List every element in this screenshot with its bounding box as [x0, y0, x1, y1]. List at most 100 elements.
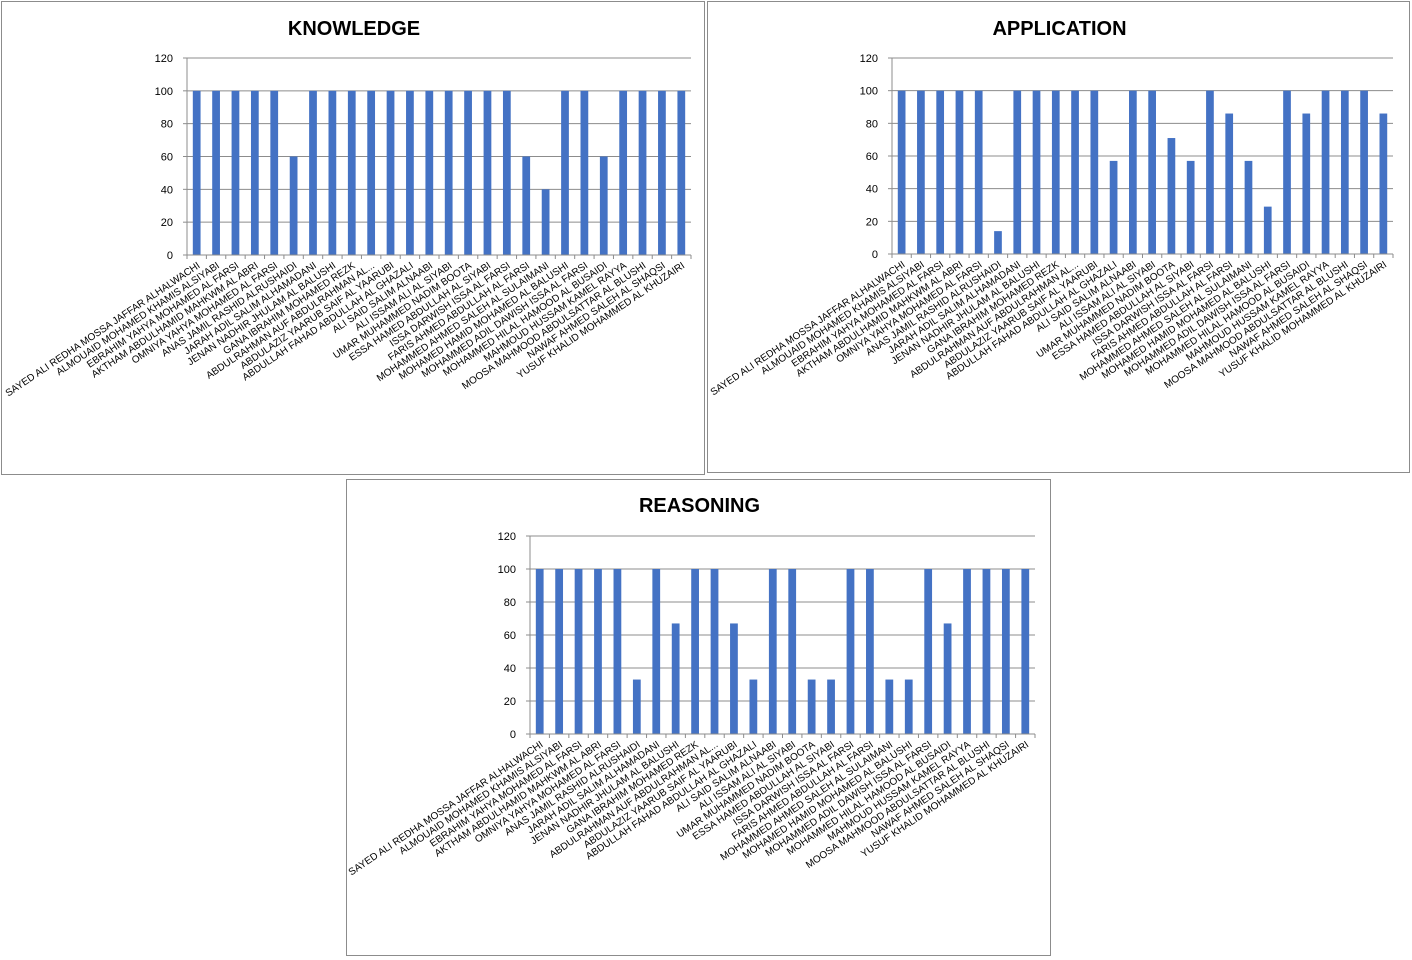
- chart-title: REASONING: [639, 495, 760, 517]
- bar: [580, 90, 589, 255]
- bar: [270, 90, 279, 255]
- bar: [1263, 206, 1272, 254]
- bar: [1071, 90, 1079, 255]
- bar: [768, 569, 777, 734]
- bar: [677, 90, 686, 255]
- bar: [710, 569, 719, 734]
- y-tick-label: 100: [155, 86, 173, 98]
- bar: [1109, 160, 1118, 254]
- bar: [1148, 90, 1156, 255]
- bar: [561, 90, 569, 255]
- bar: [866, 569, 874, 734]
- y-tick-label: 100: [860, 86, 878, 98]
- bar: [1206, 90, 1214, 255]
- bar: [897, 90, 906, 255]
- bar: [943, 623, 952, 734]
- bar: [231, 90, 240, 255]
- bar: [955, 90, 964, 255]
- bar: [632, 679, 641, 734]
- bar: [1129, 90, 1137, 255]
- bar: [994, 231, 1002, 254]
- bar: [502, 90, 511, 255]
- bar: [594, 569, 602, 734]
- bar: [406, 90, 414, 255]
- bar: [1321, 90, 1330, 255]
- y-tick-label: 100: [498, 564, 516, 576]
- bar: [386, 90, 395, 255]
- bar: [599, 156, 608, 255]
- bar: [250, 90, 259, 255]
- bar: [936, 90, 945, 255]
- bar: [619, 90, 628, 255]
- bar: [1001, 569, 1010, 734]
- y-tick-label: 20: [161, 217, 173, 229]
- y-tick-label: 0: [510, 729, 516, 741]
- bar: [535, 569, 544, 734]
- y-tick-label: 120: [498, 531, 516, 543]
- bar: [289, 156, 298, 255]
- y-tick-label: 80: [504, 597, 516, 609]
- y-tick-label: 60: [866, 151, 878, 163]
- bar: [367, 90, 376, 255]
- bar: [982, 569, 991, 734]
- reasoning-chart-panel: REASONING 0 20 40 60 80 100 120 SAYED ALI REDHA …: [346, 479, 1051, 956]
- bar: [1283, 90, 1291, 255]
- y-tick-label: 0: [167, 250, 173, 262]
- bar: [464, 90, 472, 255]
- knowledge-chart-panel: KNOWLEDGE 0 20 40 60 80 100 120 SAYED ALI REDHA …: [1, 1, 705, 475]
- bar: [483, 90, 492, 255]
- bar: [574, 569, 583, 734]
- bar: [1090, 90, 1099, 255]
- y-tick-label: 20: [866, 216, 878, 228]
- y-tick-label: 0: [872, 249, 878, 261]
- bar: [212, 90, 220, 255]
- bar: [1021, 569, 1030, 734]
- y-tick-label: 20: [504, 696, 516, 708]
- bar: [541, 189, 550, 255]
- bar: [671, 623, 680, 734]
- chart-title: APPLICATION: [992, 18, 1126, 40]
- bar: [1051, 90, 1060, 255]
- y-tick-label: 60: [504, 630, 516, 642]
- bar: [1013, 90, 1022, 255]
- bar: [192, 90, 201, 255]
- y-tick-label: 80: [866, 118, 878, 130]
- bar: [1186, 160, 1195, 254]
- bar: [924, 569, 933, 734]
- bar: [1379, 113, 1388, 255]
- bar: [788, 569, 797, 734]
- bar: [555, 569, 564, 734]
- bar: [1302, 113, 1311, 255]
- bar: [522, 156, 531, 255]
- bar: [309, 90, 317, 255]
- bar: [658, 90, 666, 255]
- bar: [444, 90, 453, 255]
- bar: [917, 90, 925, 255]
- bar: [1244, 160, 1253, 254]
- bar: [638, 90, 647, 255]
- bar: [885, 679, 894, 734]
- bar: [613, 569, 622, 734]
- bar: [749, 679, 758, 734]
- bar: [425, 90, 434, 255]
- y-tick-label: 60: [161, 152, 173, 164]
- bar: [652, 569, 661, 734]
- bar: [827, 679, 835, 734]
- bar: [963, 569, 971, 734]
- bar: [846, 569, 855, 734]
- bar: [1225, 113, 1234, 255]
- bar: [1032, 90, 1041, 255]
- bar: [328, 90, 337, 255]
- application-chart-panel: APPLICATION 0 20 40 60 80 100 120 SAYED ALI REDH…: [707, 1, 1410, 473]
- y-tick-label: 80: [161, 119, 173, 131]
- y-tick-label: 40: [161, 184, 173, 196]
- bar: [1340, 90, 1349, 255]
- y-tick-label: 40: [866, 184, 878, 196]
- bar: [974, 90, 983, 255]
- bar: [1167, 138, 1176, 254]
- bar: [904, 679, 913, 734]
- bar: [730, 623, 738, 734]
- y-tick-label: 120: [860, 53, 878, 65]
